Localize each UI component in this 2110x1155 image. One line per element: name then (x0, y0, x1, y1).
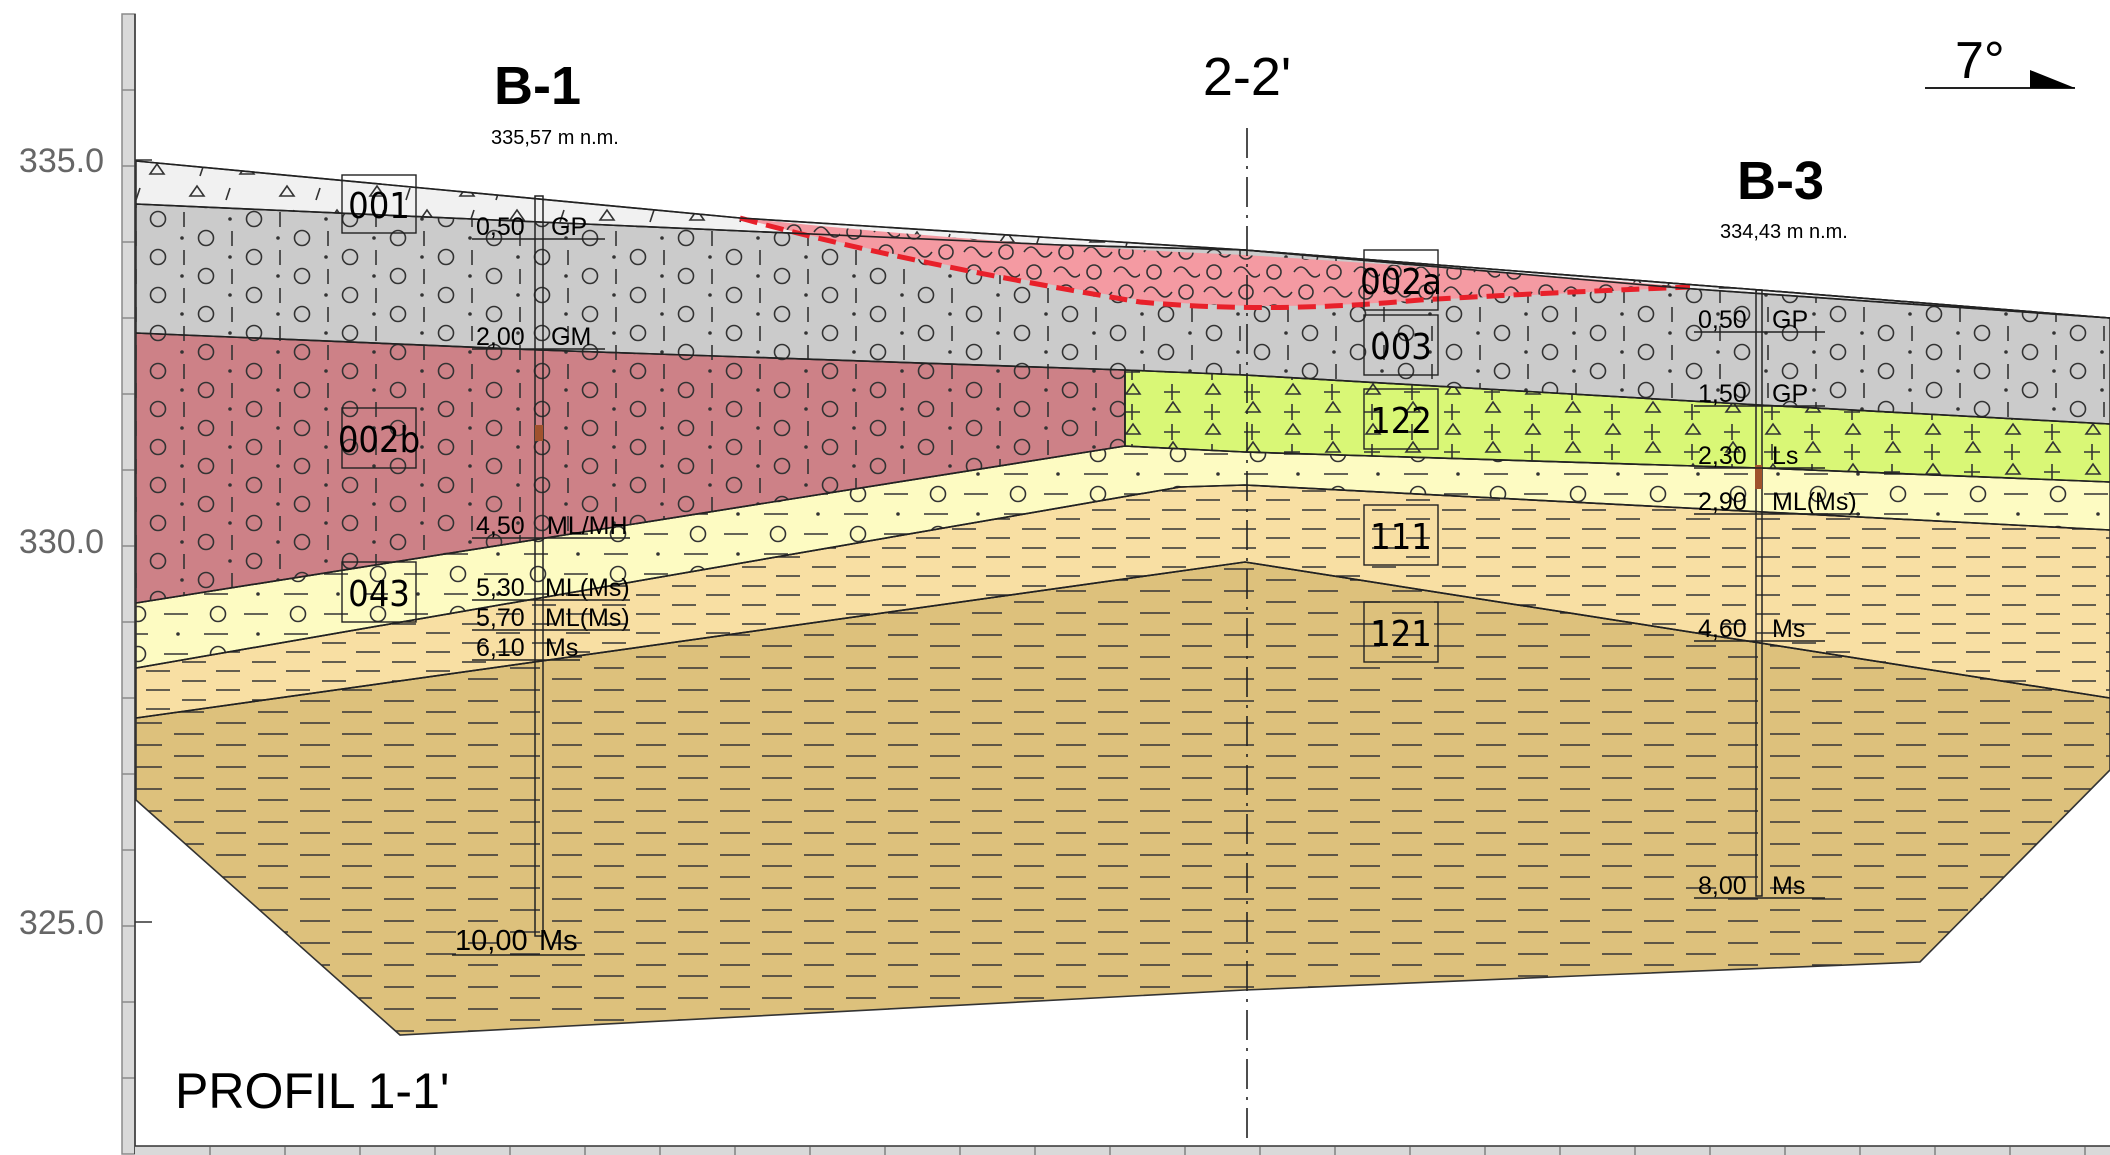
section-marker: 2-2' (1203, 47, 1291, 107)
b3-depth-3: 2,30 (1698, 442, 1747, 470)
orientation-marker: 7° (1925, 32, 2075, 90)
axis-label-325: 325.0 (19, 904, 104, 942)
unit-label-121: 121 (1370, 614, 1432, 655)
unit-label-122: 122 (1370, 401, 1432, 442)
b3-soil-1: GP (1772, 306, 1808, 334)
b1-soil-7: Ms (539, 925, 578, 957)
layer-002a (739, 215, 1691, 311)
unit-label-003: 003 (1370, 327, 1432, 368)
borehole-b3-elevation: 334,43 m n.m. (1720, 221, 1848, 243)
b1-soil-3: ML/MH (547, 512, 628, 540)
b1-soil-2: GM (551, 323, 591, 351)
b1-depth-2: 2,00 (476, 323, 525, 351)
borehole-b1-elevation: 335,57 m n.m. (491, 127, 619, 149)
layer-boundaries (135, 160, 2110, 719)
borehole-b3: B-3 334,43 m n.m. 0,50 GP 1,50 GP 2,30 L… (1694, 151, 1860, 900)
b1-depth-5: 5,70 (476, 604, 525, 632)
distance-ruler (135, 1145, 2110, 1155)
b1-depth-1: 0,50 (476, 213, 525, 241)
profile-title: PROFIL 1-1' (175, 1063, 449, 1119)
unit-label-111: 111 (1370, 517, 1432, 558)
unit-label-001: 001 (348, 186, 410, 227)
b3-depth-1: 0,50 (1698, 306, 1747, 334)
b3-depth-4: 2,90 (1698, 488, 1747, 516)
borehole-b1-name: B-1 (494, 56, 581, 116)
b1-soil-5: ML(Ms) (545, 604, 630, 632)
b1-soil-1: GP (551, 213, 587, 241)
b1-depth-4: 5,30 (476, 574, 525, 602)
b3-soil-6: Ms (1772, 872, 1805, 900)
unit-labels: 001 002a 002b 003 043 122 111 121 (338, 174, 1442, 663)
b1-depth-3: 4,50 (476, 512, 525, 540)
b3-soil-4: ML(Ms) (1772, 488, 1857, 516)
borehole-b3-name: B-3 (1737, 151, 1824, 211)
b1-depth-6: 6,10 (476, 634, 525, 662)
b1-soil-4: ML(Ms) (545, 574, 630, 602)
b3-soil-3: Ls (1772, 442, 1798, 470)
b1-soil-6: Ms (545, 634, 578, 662)
b3-depth-2: 1,50 (1698, 380, 1747, 408)
elevation-ruler (121, 13, 152, 1155)
b3-depth-6: 8,00 (1698, 872, 1747, 900)
unit-label-002a: 002a (1360, 262, 1442, 303)
axis-label-330: 330.0 (19, 523, 104, 561)
axis-label-335: 335.0 (19, 142, 104, 180)
b3-soil-5: Ms (1772, 615, 1805, 643)
layer-121 (135, 561, 2110, 1036)
unit-label-043: 043 (348, 574, 410, 615)
orientation-label: 7° (1955, 32, 2005, 90)
b1-depth-7: 10,00 (455, 925, 528, 957)
unit-label-002b: 002b (338, 420, 420, 461)
borehole-b1: B-1 335,57 m n.m. 0,50 GP 2,00 GM 4,50 M… (452, 56, 630, 957)
b3-soil-2: GP (1772, 380, 1808, 408)
arrow-icon (2030, 70, 2075, 88)
b3-depth-5: 4,60 (1698, 615, 1747, 643)
